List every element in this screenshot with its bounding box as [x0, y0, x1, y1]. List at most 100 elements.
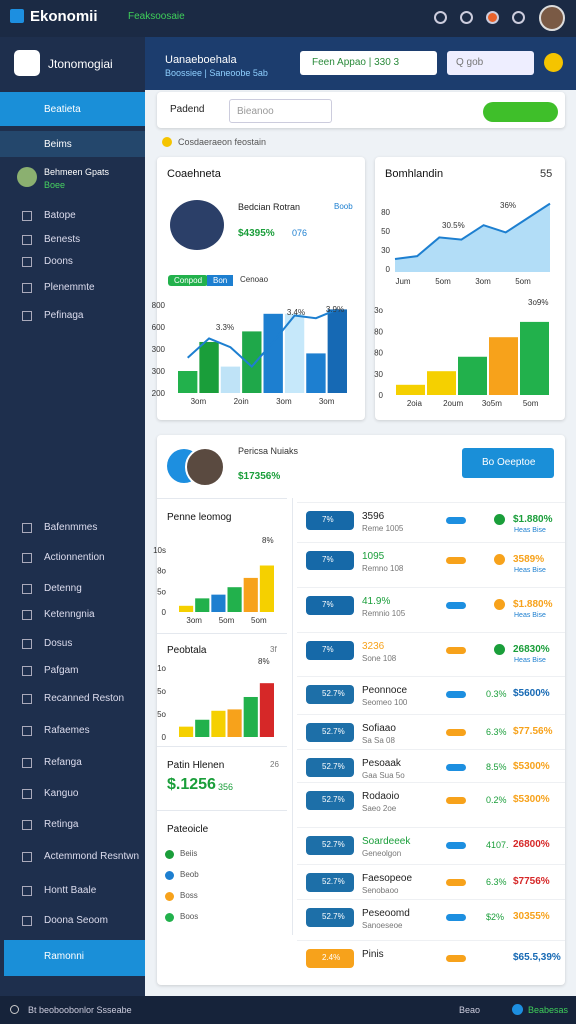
menu-item[interactable]: Kanguo — [44, 788, 79, 799]
row-badge-text[interactable]: 52.7% — [322, 840, 345, 849]
menu-item[interactable]: Retinga — [44, 819, 79, 830]
row-badge[interactable] — [306, 723, 354, 742]
row-icon — [494, 644, 505, 655]
bar — [263, 313, 283, 393]
bar — [227, 709, 242, 737]
sidebar-second[interactable] — [0, 131, 145, 157]
menu-item[interactable]: Dosus — [44, 638, 73, 649]
row-badge-text[interactable]: 52.7% — [322, 795, 345, 804]
row-badge[interactable] — [306, 596, 354, 615]
row-badge[interactable] — [306, 836, 354, 855]
menu-item[interactable]: Ketenngnia — [44, 609, 95, 620]
row-badge[interactable] — [306, 685, 354, 704]
avatar[interactable] — [539, 5, 565, 31]
row-badge[interactable] — [306, 641, 354, 660]
row-badge-text[interactable]: 7% — [322, 600, 334, 609]
row-badge[interactable] — [306, 949, 354, 968]
brand: Ekonomii — [30, 8, 98, 25]
divider — [157, 810, 287, 811]
row-badge[interactable] — [306, 791, 354, 810]
list-item[interactable]: Beiis — [180, 849, 198, 858]
menu-item[interactable]: Rafaemes — [44, 725, 90, 736]
bar — [195, 719, 210, 737]
menu-item[interactable]: Doons — [44, 256, 73, 267]
chip[interactable]: Bon — [207, 275, 234, 286]
row-badge[interactable] — [306, 873, 354, 892]
row-badge[interactable] — [306, 511, 354, 530]
menu-item[interactable]: Plenemmte — [44, 282, 95, 293]
input[interactable] — [229, 99, 332, 123]
menu-item[interactable]: Recanned Reston — [44, 693, 125, 704]
row-badge[interactable] — [306, 551, 354, 570]
row-badge[interactable] — [306, 758, 354, 777]
menu-item[interactable]: Benests — [44, 234, 81, 245]
row-value: $65.5,39% — [513, 952, 561, 963]
row-badge-text[interactable]: 52.7% — [322, 877, 345, 886]
menu-item[interactable]: Beatieta — [44, 104, 81, 115]
menu-item[interactable]: Actemmond Resntwn — [44, 851, 140, 862]
menu-item[interactable]: Doona Seoom — [44, 915, 108, 926]
menu-item[interactable]: Ramonni — [44, 951, 85, 962]
sub-badge: 3f — [270, 645, 277, 654]
row-badge-text[interactable]: 7% — [322, 515, 334, 524]
list-item[interactable]: Beob — [180, 870, 199, 879]
menu-item[interactable]: Hontt Baale — [44, 885, 97, 896]
sub-title: Penne leomog — [167, 512, 232, 523]
menu-item[interactable]: Pafgam — [44, 665, 79, 676]
bar — [306, 353, 326, 393]
menu-icon — [22, 852, 32, 862]
row-badge-text[interactable]: 52.7% — [322, 912, 345, 921]
top-icon[interactable] — [512, 11, 525, 24]
bar — [211, 710, 226, 737]
breadcrumb: Cosdaeraeon feostain — [178, 137, 267, 147]
coin — [544, 53, 563, 72]
search-text[interactable]: Q gob — [456, 57, 484, 68]
select[interactable] — [300, 51, 437, 75]
list-dot — [165, 913, 174, 922]
x-tick-label: 3om — [191, 397, 207, 406]
row-spark — [446, 764, 466, 771]
input-text[interactable]: Bieanoo — [237, 106, 274, 117]
row-badge-text[interactable]: 7% — [322, 645, 334, 654]
menu-item[interactable]: Pefinaga — [44, 310, 84, 321]
search[interactable] — [447, 51, 534, 75]
y-tick-label: 3o — [374, 306, 383, 315]
menu-item[interactable]: Beims — [44, 139, 72, 150]
select-text[interactable]: Feen Appao | 330 3 — [312, 57, 400, 68]
top-icon[interactable] — [486, 11, 499, 24]
sidebar-bottom[interactable] — [4, 940, 145, 976]
bar — [227, 587, 242, 612]
sidebar-active[interactable] — [0, 92, 145, 126]
big-button[interactable] — [462, 448, 554, 478]
row-badge[interactable] — [306, 908, 354, 927]
row-spark — [446, 602, 466, 609]
row-badge-text[interactable]: 52.7% — [322, 689, 345, 698]
row-badge-text[interactable]: 2.4% — [322, 953, 341, 962]
list-item[interactable]: Boss — [180, 891, 198, 900]
big-button-text[interactable]: Bo Oeeptoe — [482, 457, 536, 468]
toolbar-button[interactable] — [483, 102, 558, 122]
menu-item[interactable]: Batope — [44, 210, 76, 221]
row-spark — [446, 691, 466, 698]
menu-icon — [22, 553, 32, 563]
row-badge-text[interactable]: 52.7% — [322, 727, 345, 736]
chip[interactable]: Cenoao — [240, 275, 269, 284]
top-icon[interactable] — [460, 11, 473, 24]
menu-item[interactable]: Actionnention — [44, 552, 105, 563]
top-icon[interactable] — [434, 11, 447, 24]
menu-item[interactable]: Refanga — [44, 757, 82, 768]
list-item[interactable]: Boos — [180, 912, 199, 921]
row-sub: Saeo 2oe — [362, 804, 397, 813]
annotation: 3.3% — [216, 323, 234, 332]
profile-avatar — [17, 167, 37, 187]
bar — [396, 384, 425, 395]
chip[interactable]: Conpod — [168, 275, 209, 286]
menu-icon — [22, 584, 32, 594]
row-badge-text[interactable]: 52.7% — [322, 762, 345, 771]
menu-item[interactable]: Bafenmmes — [44, 522, 98, 533]
bar — [458, 356, 487, 395]
footer-right[interactable]: Beabesas — [528, 1005, 569, 1015]
balance-extra: 356 — [218, 782, 234, 792]
row-badge-text[interactable]: 7% — [322, 555, 334, 564]
menu-item[interactable]: Detenng — [44, 583, 82, 594]
